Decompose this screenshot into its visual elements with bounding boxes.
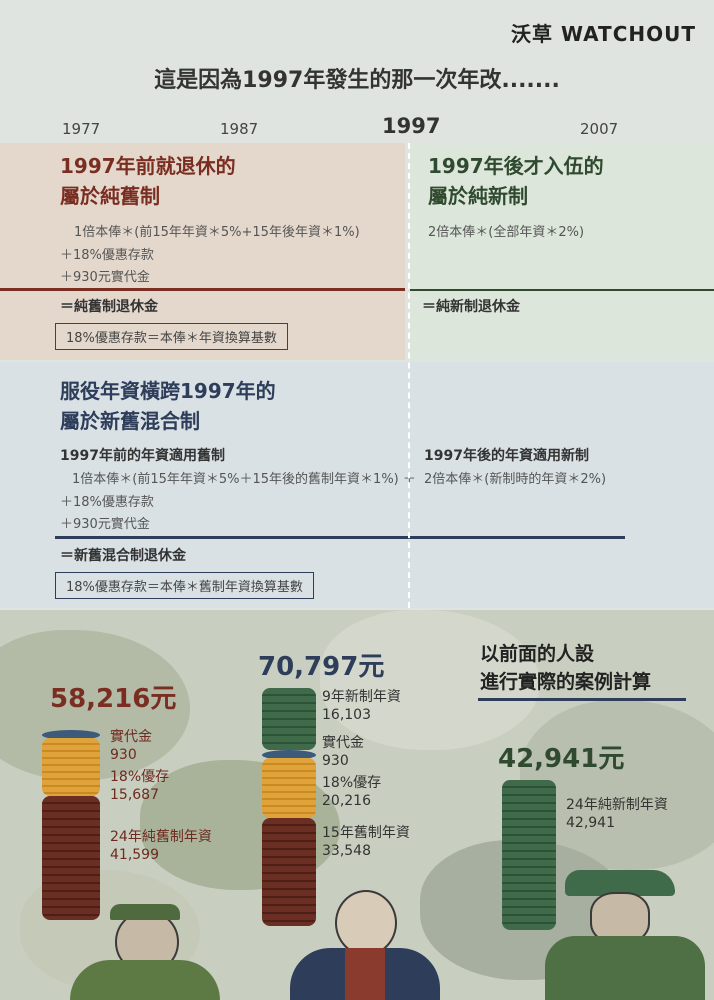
mix-divider (55, 536, 625, 539)
case2-item: 9年新制年資 16,103 (322, 688, 401, 724)
case1-item-label: 24年純舊制年資 (110, 829, 212, 845)
new-result: ＝純新制退休金 (422, 299, 520, 315)
case-intro-line2: 進行實際的案例計算 (480, 671, 652, 693)
mix-note-box: 18%優惠存款＝本俸＊舊制年資換算基數 (55, 572, 314, 599)
year-label: 1977 (62, 120, 101, 138)
case-section: 以前面的人設 進行實際的案例計算 58,216元 實代金 930 18%優存 1… (0, 610, 714, 1000)
case1-item-label: 實代金 (110, 729, 152, 745)
old-formula-2: ＋18%優惠存款 (60, 248, 154, 263)
mix-title-line2: 屬於新舊混合制 (60, 409, 200, 433)
mix-new-subtitle: 1997年後的年資適用新制 (424, 448, 589, 464)
year-label-highlight: 1997 (382, 114, 441, 138)
case3-item-value: 42,941 (566, 815, 615, 831)
case2-item: 實代金 930 (322, 734, 364, 770)
old-divider (0, 288, 405, 291)
new-title-line2: 屬於純新制 (428, 184, 528, 208)
year-label: 1987 (220, 120, 259, 138)
case1-item-value: 41,599 (110, 847, 159, 863)
new-divider (410, 289, 714, 291)
case1-item-value: 930 (110, 747, 137, 763)
mix-title-line1: 服役年資橫跨1997年的 (60, 379, 276, 403)
mixed-system-panel: 服役年資橫跨1997年的 屬於新舊混合制 1997年前的年資適用舊制 1倍本俸＊… (0, 362, 714, 608)
mix-old-formula-3: ＋930元實代金 (60, 517, 150, 532)
case2-item-value: 33,548 (322, 843, 371, 859)
case1-coin-stack (42, 730, 100, 920)
case2-item-value: 16,103 (322, 707, 371, 723)
case-intro: 以前面的人設 進行實際的案例計算 (480, 640, 651, 696)
year-1997-divider (408, 143, 410, 608)
brand-logo: 沃草 WATCHOUT (511, 22, 696, 46)
case-intro-underline (478, 698, 686, 701)
old-title-line2: 屬於純舊制 (60, 184, 160, 208)
mix-old-formula-1: 1倍本俸＊(前15年年資＊5%＋15年後的舊制年資＊1%) ＋ (72, 472, 416, 487)
old-formula-1: 1倍本俸＊(前15年年資＊5%+15年後年資＊1%) (74, 225, 360, 240)
elder-body (70, 960, 220, 1000)
case1-total: 58,216元 (50, 684, 177, 714)
case2-item: 15年舊制年資 33,548 (322, 824, 410, 860)
case3-item-label: 24年純新制年資 (566, 797, 668, 813)
case3-coin-stack (502, 780, 556, 930)
page-headline: 這是因為1997年發生的那一次年改....... (154, 68, 560, 93)
new-formula-1: 2倍本俸＊(全部年資＊2%) (428, 225, 585, 240)
case1-item: 18%優存 15,687 (110, 768, 169, 804)
cap-icon (110, 904, 180, 920)
case3-item: 24年純新制年資 42,941 (566, 796, 668, 832)
veteran-shirt (345, 948, 385, 1000)
case1-item: 24年純舊制年資 41,599 (110, 828, 212, 864)
case2-item: 18%優存 20,216 (322, 774, 381, 810)
old-note-box: 18%優惠存款＝本俸＊年資換算基數 (55, 323, 288, 350)
new-system-panel: 1997年後才入伍的 屬於純新制 2倍本俸＊(全部年資＊2%) ＝純新制退休金 (410, 143, 714, 360)
new-title-line1: 1997年後才入伍的 (428, 154, 604, 178)
soldier-body (545, 936, 705, 1000)
case2-item-label: 15年舊制年資 (322, 825, 410, 841)
coin-gold-stack (262, 758, 316, 818)
mixed-veteran-illustration (290, 890, 440, 1000)
coin-gold-stack (42, 738, 100, 796)
case2-item-value: 20,216 (322, 793, 371, 809)
case1-item: 實代金 930 (110, 728, 152, 764)
mix-old-subtitle: 1997年前的年資適用舊制 (60, 448, 225, 464)
case2-item-label: 18%優存 (322, 775, 382, 791)
young-soldier-illustration (545, 870, 705, 1000)
old-result: ＝純舊制退休金 (60, 299, 158, 315)
case2-item-value: 930 (322, 753, 349, 769)
case1-item-label: 18%優存 (110, 769, 170, 785)
case2-item-label: 實代金 (322, 735, 364, 751)
coin-blue (42, 730, 100, 740)
veteran-head (335, 890, 397, 956)
mix-result: ＝新舊混合制退休金 (60, 548, 186, 564)
case1-item-value: 15,687 (110, 787, 159, 803)
case3-total: 42,941元 (498, 744, 625, 774)
coin-blue (262, 750, 316, 760)
mix-old-formula-2: ＋18%優惠存款 (60, 495, 154, 510)
coin-brown-stack (262, 818, 316, 926)
old-system-panel: 1997年前就退休的 屬於純舊制 1倍本俸＊(前15年年資＊5%+15年後年資＊… (0, 143, 405, 360)
old-formula-3: ＋930元實代金 (60, 270, 150, 285)
military-cap-icon (565, 870, 675, 896)
case-intro-line1: 以前面的人設 (480, 643, 595, 665)
year-label: 2007 (580, 120, 619, 138)
retired-elder-illustration (70, 904, 220, 1000)
coin-brown-stack (42, 796, 100, 920)
case2-coin-stack (262, 688, 316, 926)
mix-new-formula: 2倍本俸＊(新制時的年資＊2%) (424, 472, 607, 487)
case2-total: 70,797元 (258, 652, 385, 682)
case2-item-label: 9年新制年資 (322, 689, 401, 705)
coin-green-stack (262, 688, 316, 750)
old-title-line1: 1997年前就退休的 (60, 154, 236, 178)
camo-blob (320, 610, 540, 750)
